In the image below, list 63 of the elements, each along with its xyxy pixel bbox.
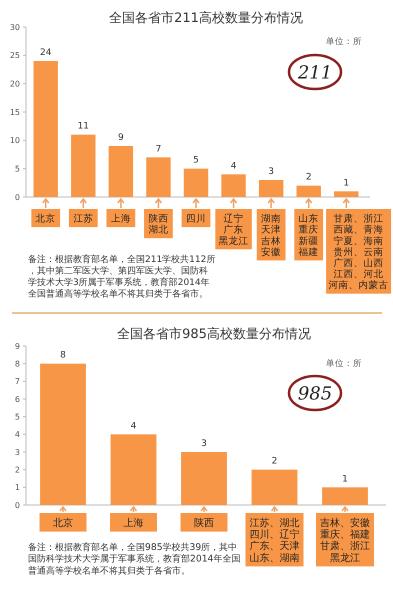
x-tick-label: 陕西湖北 [148, 212, 168, 236]
bar [146, 157, 171, 197]
y-tick-label: 5 [14, 164, 20, 174]
data-label: 24 [40, 48, 52, 58]
y-tick-label: 6 [14, 394, 20, 404]
bar [258, 180, 284, 197]
x-tick-label: 山东重庆新疆福建 [298, 212, 319, 258]
data-label: 11 [78, 122, 90, 132]
y-tick-label: 2 [14, 465, 20, 474]
y-tick-label: 8 [14, 359, 20, 368]
x-tick-label: 北京 [36, 212, 56, 225]
data-label: 2 [272, 456, 278, 467]
annotation: 单位：所 [326, 36, 362, 47]
bar [322, 487, 368, 505]
data-label: 4 [130, 421, 137, 432]
text: 备注：根据教育部名单，全国211学校共112所，其中第二军医大学、第四军医大学、国防科学技术大学3所属于军事系统，教育部2014年全国普通高等学校名单不将其归类于各省市。 [28, 254, 216, 300]
bar [181, 452, 227, 505]
data-label: 9 [118, 133, 124, 143]
y-tick-label: 9 [14, 342, 20, 351]
bar [221, 174, 246, 197]
x-tick-label: 湖南天津吉林安徽 [261, 212, 282, 258]
y-tick-label: 0 [14, 192, 20, 202]
y-tick-label: 10 [10, 136, 20, 146]
y-tick-label: 15 [10, 108, 20, 117]
data-label: 4 [230, 161, 237, 172]
y-tick-label: 5 [14, 412, 20, 422]
data-label: 8 [60, 350, 66, 361]
y-tick-label: 4 [14, 430, 20, 440]
bar [108, 146, 134, 197]
bar [34, 61, 58, 197]
annotation: 单位：所 [326, 358, 362, 369]
data-label: 5 [193, 156, 199, 166]
x-tick-label: 上海 [124, 517, 144, 529]
y-tick-label: 30 [10, 22, 20, 32]
x-tick-label: 陕西 [194, 517, 214, 529]
annotation: 985 [298, 383, 332, 404]
x-tick-label: 江苏 [73, 212, 94, 225]
annotation: 211 [296, 62, 332, 84]
data-label: 7 [156, 144, 162, 154]
y-tick-label: 3 [14, 448, 20, 457]
y-tick-label: 7 [14, 377, 20, 386]
bar [252, 470, 298, 505]
x-tick-label: 上海 [110, 212, 131, 225]
bar [110, 434, 156, 505]
bar [184, 168, 208, 197]
data-label: 3 [201, 439, 207, 449]
bar [296, 186, 321, 197]
chart-title: 全国各省市211高校数量分布情况 [109, 10, 303, 26]
bar [71, 134, 96, 197]
bar [40, 364, 86, 505]
y-tick-label: 20 [10, 79, 20, 88]
data-label: 2 [306, 172, 312, 183]
bar [334, 191, 358, 197]
y-tick-label: 1 [14, 483, 20, 492]
text: 备注：根据教育部名单，全国985学校共39所，其中国防科学技术大学属于军事系统，教育部2014年全国普通高等学校名单不将其归类于各省市。 [28, 542, 240, 576]
y-tick-label: 0 [14, 500, 20, 510]
x-tick-label: 四川 [186, 212, 206, 225]
data-label: 1 [342, 474, 348, 484]
y-tick-label: 25 [10, 51, 20, 60]
data-label: 1 [343, 178, 350, 188]
chart-title: 全国各省市985高校数量分布情况 [117, 326, 311, 342]
data-label: 3 [268, 167, 274, 177]
x-tick-label: 北京 [53, 517, 74, 529]
